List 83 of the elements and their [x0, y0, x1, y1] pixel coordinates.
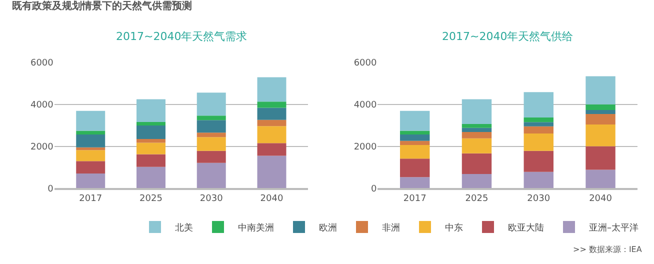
- bar: [400, 177, 430, 188]
- bar: [136, 122, 166, 126]
- bar: [257, 108, 286, 120]
- x-tick-label: 2040: [260, 194, 284, 204]
- bar: [196, 162, 226, 188]
- y-tick-label: 4000: [354, 100, 377, 110]
- bar: [524, 172, 554, 188]
- bar: [462, 99, 492, 124]
- bar: [76, 174, 106, 188]
- bar: [136, 99, 166, 122]
- bar: [136, 126, 166, 139]
- x-tick-label: 2040: [589, 194, 612, 204]
- bar: [586, 114, 616, 124]
- bar: [257, 143, 286, 156]
- legend-label: 中东: [445, 222, 463, 234]
- bar: [400, 130, 430, 135]
- bar: [400, 145, 430, 159]
- bar: [586, 110, 616, 114]
- bar: [524, 122, 554, 126]
- bar: [400, 134, 430, 141]
- bar: [524, 118, 554, 122]
- text: 既有政策及规划情景下的天然气供需预测: [12, 0, 192, 12]
- legend-label: 欧亚大陆: [508, 222, 544, 234]
- y-tick-label: 0: [370, 184, 377, 194]
- y-tick-label: 2000: [30, 142, 54, 152]
- bar: [76, 134, 106, 148]
- bar: [462, 132, 492, 138]
- bar: [524, 92, 554, 118]
- bar: [76, 161, 106, 174]
- bar: [196, 132, 226, 138]
- bar: [586, 104, 616, 110]
- bar: [400, 140, 430, 146]
- bar: [524, 150, 554, 172]
- bar: [400, 158, 430, 178]
- legend-label: 亚洲–太平洋: [589, 222, 638, 234]
- bar: [462, 138, 492, 154]
- bar: [196, 120, 226, 133]
- y-tick-label: 6000: [354, 58, 377, 69]
- bar: [196, 150, 226, 163]
- bar: [462, 128, 492, 132]
- bar: [196, 116, 226, 120]
- bar: [400, 110, 430, 131]
- text: >> 数据来源：IEA: [573, 245, 642, 254]
- y-tick-label: 4000: [30, 100, 54, 110]
- y-tick-label: 2000: [354, 142, 377, 152]
- bar: [76, 150, 106, 162]
- bar: [586, 170, 616, 188]
- legend-label: 欧洲: [319, 222, 337, 234]
- chart-title: 2017~2040年天然气供给: [442, 30, 574, 43]
- bar: [462, 174, 492, 188]
- bar: [76, 130, 106, 135]
- x-tick-label: 2025: [140, 194, 162, 204]
- bar: [257, 120, 286, 126]
- bar: [524, 134, 554, 151]
- bar: [196, 92, 226, 116]
- bar: [586, 124, 616, 146]
- bar: [462, 153, 492, 174]
- bar: [257, 77, 286, 102]
- bar: [136, 138, 166, 143]
- bar: [586, 146, 616, 170]
- x-tick-label: 2030: [527, 194, 550, 204]
- bar: [76, 110, 106, 131]
- bar: [257, 102, 286, 108]
- bar: [136, 142, 166, 154]
- bar: [257, 156, 286, 188]
- x-tick-label: 2017: [403, 194, 426, 204]
- bar: [524, 126, 554, 134]
- x-tick-label: 2025: [465, 194, 488, 204]
- chart-title: 2017~2040年天然气需求: [116, 30, 248, 43]
- x-tick-label: 2017: [79, 194, 102, 204]
- bar: [136, 166, 166, 188]
- y-tick-label: 6000: [30, 58, 54, 69]
- bar: [196, 137, 226, 151]
- legend-label: 中南美洲: [238, 222, 274, 234]
- bar: [462, 124, 492, 128]
- bar: [257, 126, 286, 144]
- bar: [586, 76, 616, 104]
- y-tick-label: 0: [48, 184, 54, 194]
- legend-label: 北美: [175, 222, 193, 234]
- x-tick-label: 2030: [200, 194, 224, 204]
- bar: [76, 147, 106, 150]
- legend-label: 非洲: [382, 222, 400, 234]
- bar: [136, 154, 166, 167]
